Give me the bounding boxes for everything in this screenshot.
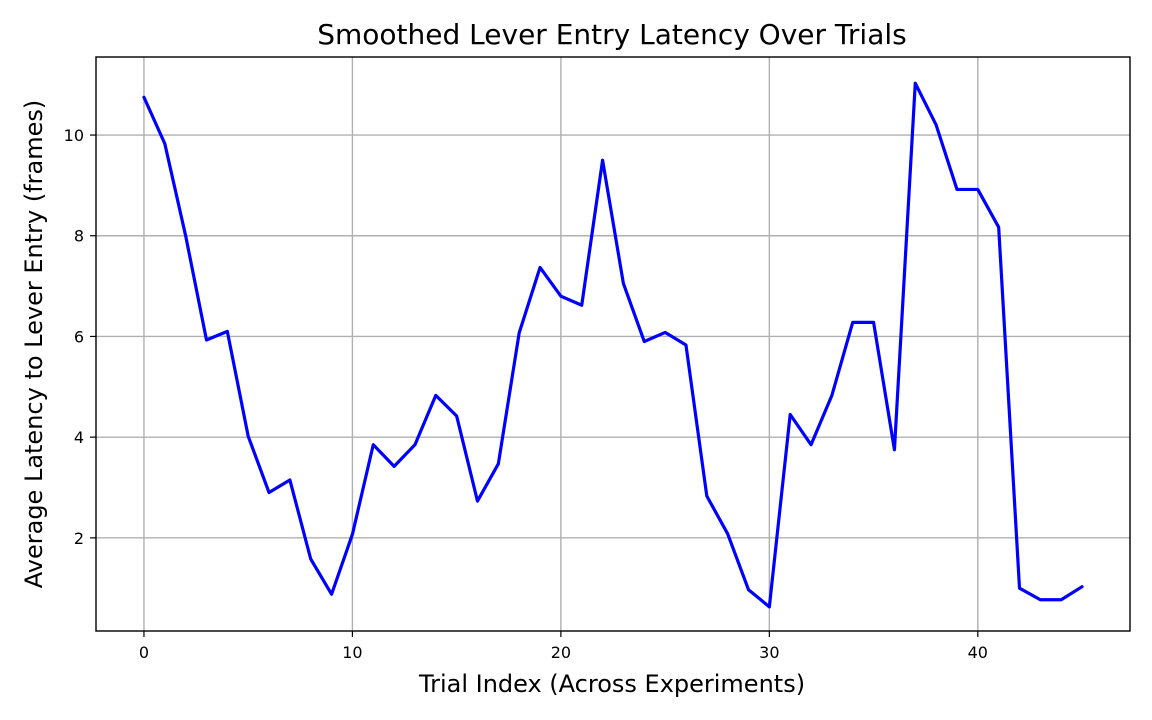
y-tick-label: 4 (74, 428, 84, 447)
x-tick-label: 20 (551, 643, 571, 662)
y-tick-label: 2 (74, 529, 84, 548)
y-tick-label: 6 (74, 327, 84, 346)
chart-title: Smoothed Lever Entry Latency Over Trials (317, 18, 907, 51)
y-tick-label: 10 (64, 126, 84, 145)
x-axis-label: Trial Index (Across Experiments) (418, 670, 805, 698)
plot-frame (95, 56, 1131, 632)
axis-ticks: 0 10 20 30 40 2 4 6 8 10 (64, 126, 988, 662)
series-layer (142, 81, 1084, 609)
grid (96, 57, 1130, 631)
x-tick-label: 40 (968, 643, 988, 662)
x-tick-label: 30 (759, 643, 779, 662)
y-tick-label: 8 (74, 227, 84, 246)
y-axis-label: Average Latency to Lever Entry (frames) (20, 100, 48, 588)
x-tick-label: 10 (342, 643, 362, 662)
x-tick-label: 0 (139, 643, 149, 662)
series-line (142, 81, 1084, 609)
